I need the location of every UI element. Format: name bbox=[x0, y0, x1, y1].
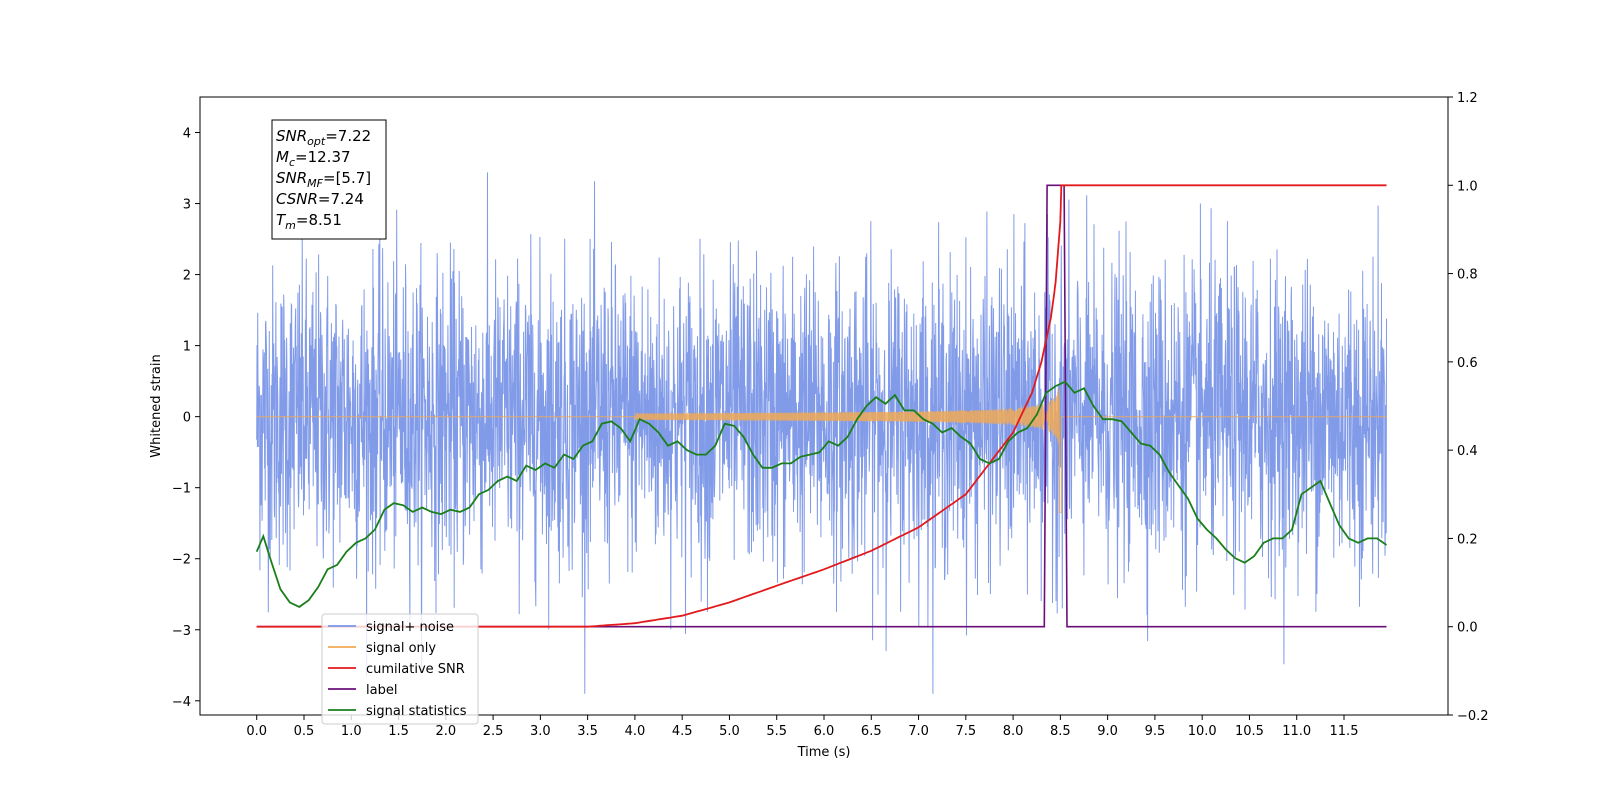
annotation-symbol: M bbox=[276, 148, 289, 166]
y-left-tick-label: 1 bbox=[183, 340, 191, 355]
annotation-subscript: opt bbox=[307, 135, 326, 148]
annotation-box: SNRopt=7.22Mc=12.37SNRMF=[5.7]CSNR=7.24T… bbox=[271, 119, 387, 240]
annotation-line: Mc=12.37 bbox=[276, 148, 351, 169]
annotation-symbol: SNR bbox=[276, 169, 307, 187]
x-tick-label: 5.0 bbox=[719, 724, 740, 739]
x-tick-label: 10.0 bbox=[1188, 724, 1217, 739]
annotation-subscript: c bbox=[289, 156, 295, 169]
label-line bbox=[256, 184, 1387, 628]
legend-label: signal statistics bbox=[366, 704, 467, 719]
x-tick-label: 6.0 bbox=[814, 724, 835, 739]
x-axis-label: Time (s) bbox=[797, 745, 851, 760]
annotation-value: =[5.7] bbox=[323, 169, 371, 187]
x-tick-label: 11.5 bbox=[1330, 724, 1359, 739]
y-left-tick-label: 0 bbox=[183, 411, 191, 426]
y-axis-label: Whitened strain bbox=[149, 354, 164, 457]
annotation-frame bbox=[271, 119, 387, 240]
legend: signal+ noise signal only cumilative SNR la… bbox=[321, 613, 479, 725]
y-right-tick-label: 1.2 bbox=[1457, 91, 1478, 106]
x-tick-label: 1.5 bbox=[388, 724, 409, 739]
x-tick-label: 4.0 bbox=[625, 724, 646, 739]
x-tick-label: 4.5 bbox=[672, 724, 693, 739]
y-right-tick-label: 0.8 bbox=[1457, 268, 1478, 283]
x-tick-label: 10.5 bbox=[1235, 724, 1264, 739]
y-left-tick-label: 4 bbox=[183, 127, 191, 142]
legend-label: cumilative SNR bbox=[366, 662, 465, 677]
y-left-tick-label: 3 bbox=[183, 198, 191, 213]
annotation-symbol: CSNR bbox=[276, 190, 318, 208]
legend-label: label bbox=[366, 683, 397, 698]
y-right-tick-label: 0.0 bbox=[1457, 621, 1478, 636]
y-left-tick-label: −3 bbox=[172, 624, 191, 639]
annotation-subscript: m bbox=[285, 219, 296, 232]
signal-noise-line bbox=[256, 172, 1387, 694]
x-tick-label: 7.5 bbox=[955, 724, 976, 739]
x-tick-label: 11.0 bbox=[1282, 724, 1311, 739]
series-signal-statistics bbox=[255, 380, 1388, 608]
y-axis-right-ticks: −0.2 0.0 0.2 0.4 0.6 0.8 1.0 1.2 bbox=[1448, 91, 1489, 724]
y-right-tick-label: 0.2 bbox=[1457, 532, 1478, 547]
x-tick-label: 2.5 bbox=[483, 724, 504, 739]
annotation-line: SNRMF=[5.7] bbox=[276, 169, 371, 190]
annotation-line: SNRopt=7.22 bbox=[276, 127, 371, 148]
annotation-value: =8.51 bbox=[296, 211, 342, 229]
series-label bbox=[256, 184, 1387, 628]
y-left-tick-label: 2 bbox=[183, 269, 191, 284]
x-tick-label: 2.0 bbox=[435, 724, 456, 739]
annotation-line: Tm=8.51 bbox=[276, 211, 342, 232]
legend-frame bbox=[321, 613, 479, 725]
y-right-tick-label: −0.2 bbox=[1457, 709, 1489, 724]
annotation-symbol: T bbox=[276, 211, 287, 229]
x-tick-label: 3.5 bbox=[577, 724, 598, 739]
annotation-value: =12.37 bbox=[295, 148, 351, 166]
series-signal-noise bbox=[256, 172, 1387, 694]
legend-label: signal+ noise bbox=[366, 620, 454, 635]
x-tick-label: 0.5 bbox=[294, 724, 315, 739]
x-tick-label: 6.5 bbox=[861, 724, 882, 739]
annotation-subscript: MF bbox=[307, 177, 323, 190]
cumulative-snr-line bbox=[256, 184, 1387, 628]
x-tick-label: 7.0 bbox=[908, 724, 929, 739]
annotation-line: CSNR=7.24 bbox=[276, 190, 364, 208]
y-axis-left-ticks: −4 −3 −2 −1 0 1 2 3 4 bbox=[172, 127, 200, 710]
x-tick-label: 8.0 bbox=[1003, 724, 1024, 739]
x-tick-label: 9.5 bbox=[1145, 724, 1166, 739]
x-tick-label: 1.0 bbox=[341, 724, 362, 739]
x-tick-label: 3.0 bbox=[530, 724, 551, 739]
legend-label: signal only bbox=[366, 641, 436, 656]
y-right-tick-label: 0.6 bbox=[1457, 356, 1478, 371]
annotation-symbol: SNR bbox=[276, 127, 307, 145]
signal-only-line bbox=[256, 388, 1387, 514]
y-right-tick-label: 1.0 bbox=[1457, 179, 1478, 194]
series-signal-only bbox=[256, 388, 1387, 514]
x-tick-label: 5.5 bbox=[766, 724, 787, 739]
annotation-value: =7.24 bbox=[318, 190, 364, 208]
x-tick-label: 9.0 bbox=[1097, 724, 1118, 739]
y-left-tick-label: −2 bbox=[172, 553, 191, 568]
series-cumulative-snr bbox=[256, 184, 1387, 628]
x-tick-label: 0.0 bbox=[246, 724, 267, 739]
y-left-tick-label: −1 bbox=[172, 482, 191, 497]
y-right-tick-label: 0.4 bbox=[1457, 444, 1478, 459]
x-tick-label: 8.5 bbox=[1050, 724, 1071, 739]
x-axis-ticks: 0.0 0.5 1.0 1.5 2.0 2.5 3.0 3.5 4.0 4.5 5.0 5.5 6.0 6… bbox=[246, 715, 1358, 739]
annotation-value: =7.22 bbox=[325, 127, 371, 145]
signal-statistics-line bbox=[255, 380, 1388, 608]
plot-area bbox=[255, 172, 1388, 694]
y-left-tick-label: −4 bbox=[172, 695, 191, 710]
